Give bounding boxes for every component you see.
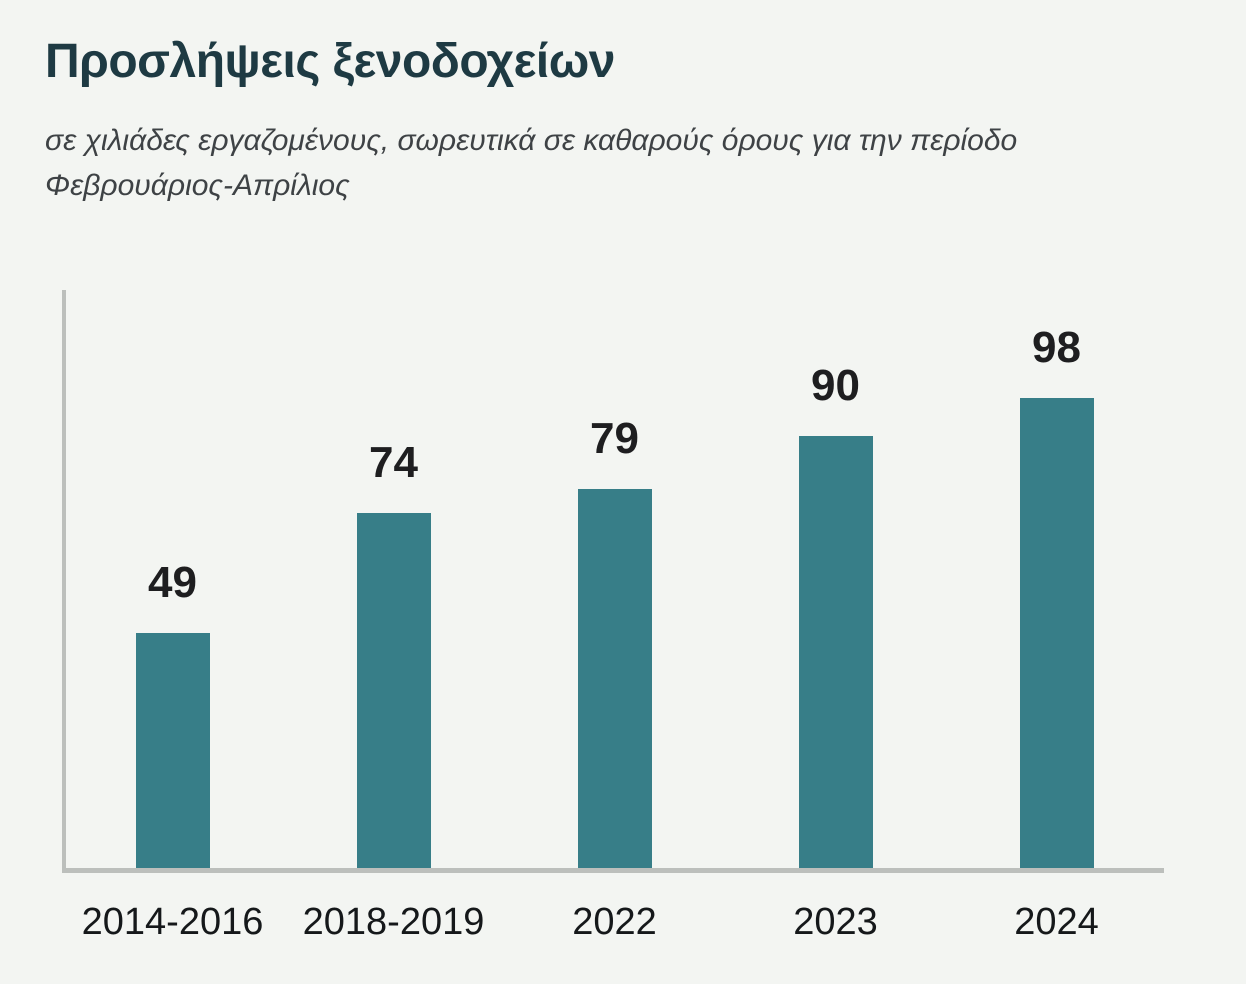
bar-2018-2019 [356, 513, 431, 868]
bar-2023 [798, 436, 873, 868]
x-axis-label: 2014-2016 [81, 901, 264, 943]
x-axis-label: 2024 [1014, 901, 1099, 943]
bar-value-label: 74 [369, 438, 418, 487]
bar-value-label: 79 [590, 414, 639, 463]
bar-2024 [1019, 398, 1094, 868]
chart-subtitle: σε χιλιάδες εργαζομένους, σωρευτικά σε κ… [45, 124, 1018, 202]
x-axis-label: 2018-2019 [302, 901, 485, 943]
y-axis-line [62, 290, 66, 873]
bar-value-label: 90 [811, 361, 860, 410]
x-axis-label: 2022 [572, 901, 657, 943]
chart-title: Προσλήψεις ξενοδοχείων [45, 35, 615, 88]
bar-value-label: 98 [1032, 323, 1081, 372]
x-axis-line [62, 868, 1164, 873]
bar-2014-2016 [135, 633, 210, 868]
bar-value-label: 49 [148, 558, 197, 607]
bar-2022 [577, 489, 652, 868]
bar-chart-plot-area: 49 2014-2016 74 2018-2019 79 2022 90 2023 98 2024 [62, 290, 1172, 943]
x-axis-label: 2023 [793, 901, 878, 943]
